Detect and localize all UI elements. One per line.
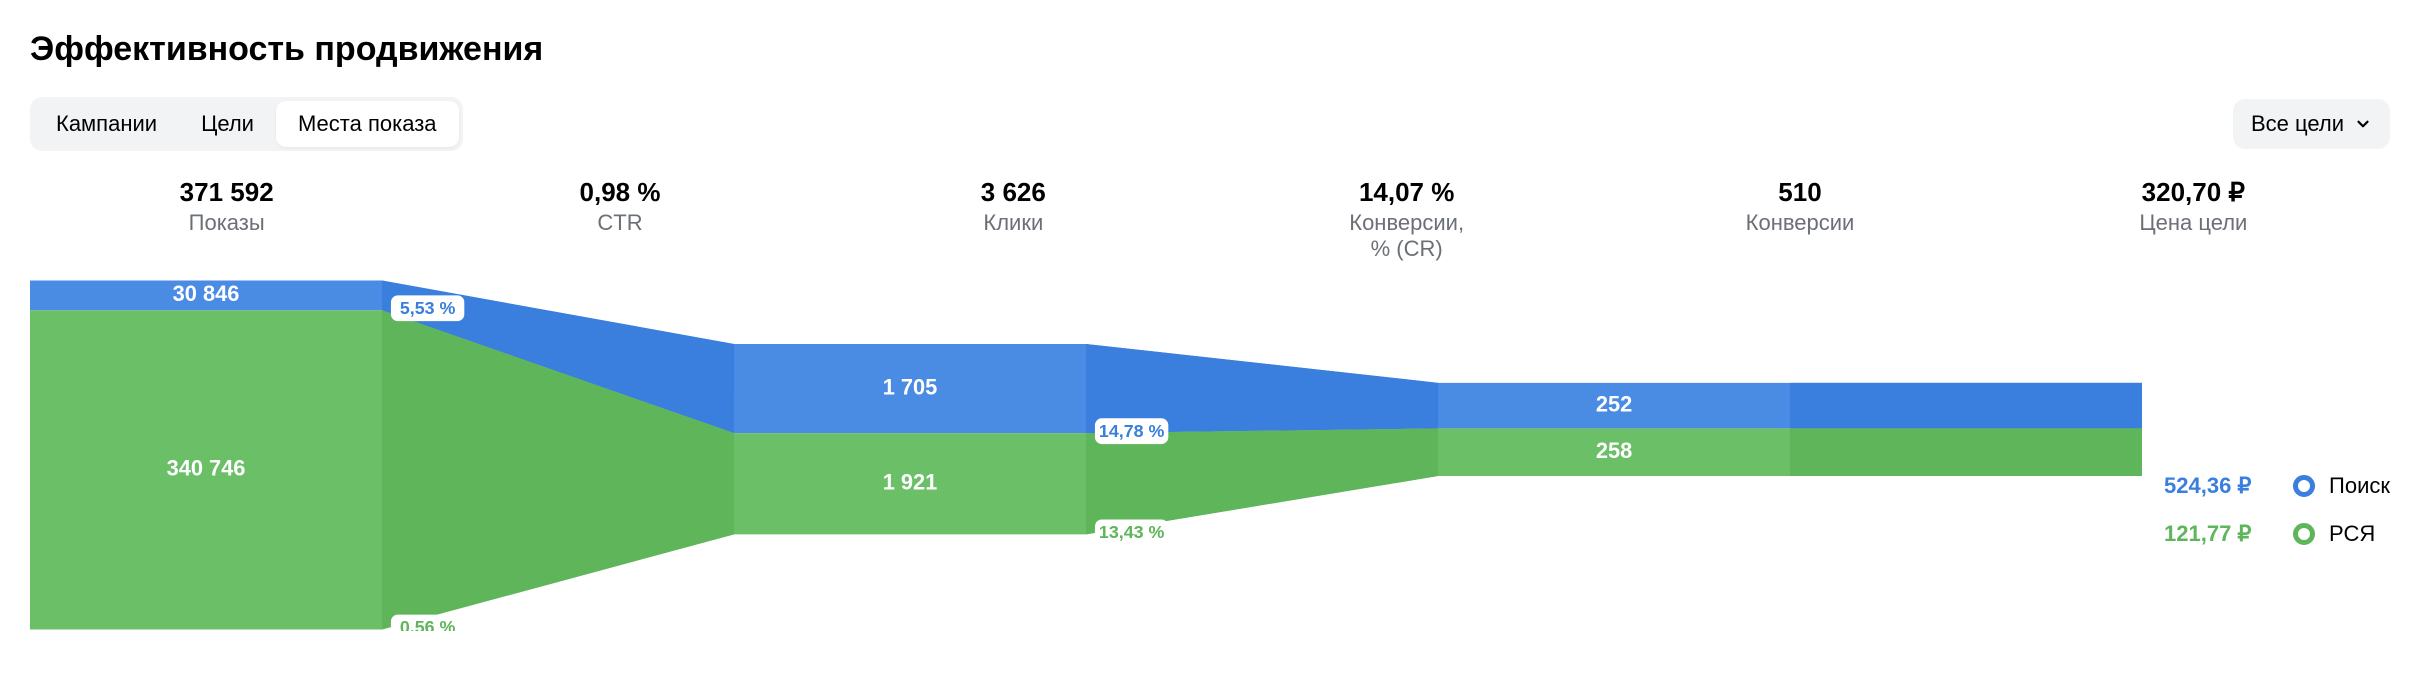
- metric: 3 626Клики: [817, 177, 1210, 263]
- goals-dropdown-label: Все цели: [2251, 111, 2344, 137]
- legend-item: 121,77 ₽ РСЯ: [2164, 521, 2390, 547]
- funnel-ramp: [1790, 383, 2142, 429]
- tab[interactable]: Кампании: [34, 101, 179, 147]
- band-value-label: 252: [1596, 391, 1632, 416]
- metric: 320,70 ₽Цена цели: [1997, 177, 2390, 263]
- funnel-ramp: [1790, 428, 2142, 476]
- metric: 371 592Показы: [30, 177, 423, 263]
- chevron-down-icon: [2354, 115, 2372, 133]
- funnel-chart: 30 846 1 705 252 340 746 1 921 258 5,53 % 14,78…: [30, 279, 2142, 631]
- legend-value: 121,77 ₽: [2164, 521, 2279, 547]
- legend: 524,36 ₽ Поиск 121,77 ₽ РСЯ: [2164, 279, 2390, 631]
- rate-pill-label: 14,78 %: [1099, 421, 1165, 441]
- metric-label: Конверсии,% (CR): [1210, 210, 1603, 263]
- legend-label: Поиск: [2329, 473, 2390, 499]
- section-title: Эффективность продвижения: [30, 30, 2390, 69]
- metric-value: 0,98 %: [423, 177, 816, 208]
- metric-label: Показы: [30, 210, 423, 236]
- band-value-label: 30 846: [173, 281, 240, 306]
- metric-label: CTR: [423, 210, 816, 236]
- rate-pill-label: 5,53 %: [400, 298, 456, 318]
- band-value-label: 1 705: [883, 374, 938, 399]
- metric-label: Цена цели: [1997, 210, 2390, 236]
- legend-item: 524,36 ₽ Поиск: [2164, 473, 2390, 499]
- metric: 0,98 %CTR: [423, 177, 816, 263]
- band-value-label: 258: [1596, 438, 1632, 463]
- metrics-row: 371 592Показы0,98 %CTR3 626Клики14,07 %К…: [30, 177, 2390, 263]
- segmented-tabs: КампанииЦелиМеста показа: [30, 97, 463, 151]
- legend-swatch-icon: [2293, 523, 2315, 545]
- metric-value: 3 626: [817, 177, 1210, 208]
- band-value-label: 1 921: [883, 469, 938, 494]
- rate-pill-label: 13,43 %: [1099, 522, 1165, 542]
- funnel-chart-wrap: 30 846 1 705 252 340 746 1 921 258 5,53 % 14,78…: [30, 279, 2390, 631]
- metric: 510Конверсии: [1603, 177, 1996, 263]
- funnel-ramp: [1086, 428, 1438, 534]
- controls-row: КампанииЦелиМеста показа Все цели: [30, 97, 2390, 151]
- metric-label: Клики: [817, 210, 1210, 236]
- tab[interactable]: Места показа: [276, 101, 459, 147]
- metric-label: Конверсии: [1603, 210, 1996, 236]
- metric-value: 14,07 %: [1210, 177, 1603, 208]
- tab[interactable]: Цели: [179, 101, 276, 147]
- metric: 14,07 %Конверсии,% (CR): [1210, 177, 1603, 263]
- metric-value: 320,70 ₽: [1997, 177, 2390, 208]
- metric-value: 510: [1603, 177, 1996, 208]
- goals-dropdown[interactable]: Все цели: [2233, 99, 2390, 149]
- band-value-label: 340 746: [167, 455, 246, 480]
- legend-swatch-icon: [2293, 475, 2315, 497]
- legend-label: РСЯ: [2329, 521, 2375, 547]
- rate-pill-label: 0,56 %: [400, 617, 456, 631]
- metric-value: 371 592: [30, 177, 423, 208]
- legend-value: 524,36 ₽: [2164, 473, 2279, 499]
